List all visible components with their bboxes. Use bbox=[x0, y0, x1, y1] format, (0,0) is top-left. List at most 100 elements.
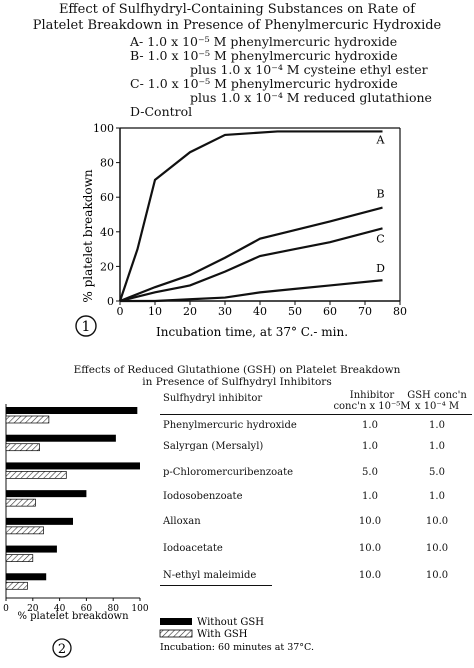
table-cell-gsh-conc: 10.0 bbox=[425, 570, 449, 581]
bar-chart: 0 20 40 60 80 100 % platelet breakdown 2 With… bbox=[3, 404, 314, 658]
bar-without-gsh bbox=[6, 462, 140, 470]
x-tick-label: 80 bbox=[393, 305, 407, 318]
x-tick-label: 40 bbox=[253, 305, 267, 318]
table-cell-inhibitor: N-ethyl maleimide bbox=[163, 570, 257, 581]
series-label-b: B bbox=[376, 188, 384, 201]
bar-x-tick-label: 100 bbox=[131, 604, 148, 614]
x-tick-label: 70 bbox=[358, 305, 372, 318]
figure2-title: Effects of Reduced Glutathione (GSH) on … bbox=[0, 364, 474, 388]
bar-with-gsh bbox=[5, 526, 44, 535]
y-tick-label: 20 bbox=[100, 260, 114, 273]
table-cell-gsh-conc: 10.0 bbox=[425, 543, 449, 554]
x-tick-label: 30 bbox=[218, 305, 232, 318]
line-chart-series: A B C D bbox=[118, 130, 386, 303]
bar-with-gsh bbox=[5, 415, 50, 424]
table-header-gsh-conc: GSH conc'n x 10⁻⁴ M bbox=[402, 390, 472, 412]
table-bottom-rule bbox=[160, 585, 272, 586]
table-header-gsh-conc-line2: x 10⁻⁴ M bbox=[414, 401, 460, 412]
bar-without-gsh bbox=[6, 434, 116, 442]
series-line-b bbox=[119, 206, 383, 303]
bar-without-gsh bbox=[6, 407, 138, 414]
table-cell-inhibitor-conc: 10.0 bbox=[358, 570, 382, 581]
bar-chart-bars bbox=[5, 407, 140, 590]
bar-x-tick-label: 80 bbox=[107, 604, 119, 614]
figure1-title-line1: Effect of Sulfhydryl-Containing Substanc… bbox=[58, 2, 416, 17]
figure2-title-line1: Effects of Reduced Glutathione (GSH) on … bbox=[73, 364, 401, 376]
figure2-number: 2 bbox=[58, 642, 66, 657]
legend-c-cont: plus 1.0 x 10⁻⁴ M reduced glutathione bbox=[190, 90, 432, 105]
bar-with-gsh bbox=[5, 554, 34, 562]
table-cell-inhibitor-conc: 10.0 bbox=[358, 516, 382, 527]
table-cell-inhibitor-conc: 1.0 bbox=[362, 441, 378, 452]
x-tick-label: 60 bbox=[323, 305, 337, 318]
series-label-d: D bbox=[376, 262, 385, 275]
series-label-c: C bbox=[376, 232, 384, 245]
table-cell-inhibitor: Iodoacetate bbox=[163, 543, 223, 554]
table-cell-inhibitor: p-Chloromercuribenzoate bbox=[163, 467, 294, 478]
legend-a: A- 1.0 x 10⁻⁵ M phenylmercuric hydroxide bbox=[130, 34, 398, 49]
key-without-label: Without GSH bbox=[197, 617, 264, 628]
figure2-number-circle bbox=[52, 638, 72, 658]
legend-b-cont: plus 1.0 x 10⁻⁴ M cysteine ethyl ester bbox=[190, 62, 428, 77]
table-cell-inhibitor-conc: 1.0 bbox=[362, 491, 378, 502]
y-tick-label: 40 bbox=[100, 226, 114, 239]
table-cell-inhibitor: Salyrgan (Mersalyl) bbox=[163, 441, 264, 452]
table-cell-inhibitor: Phenylmercuric hydroxide bbox=[163, 420, 297, 431]
legend-b: B- 1.0 x 10⁻⁵ M phenylmercuric hydroxide bbox=[130, 48, 398, 63]
x-tick-label: 20 bbox=[183, 305, 197, 318]
y-tick-label: 0 bbox=[107, 295, 114, 308]
table-header-inhibitor-conc: Inhibitor conc'n x 10⁻⁵M bbox=[327, 390, 417, 412]
line-chart: 0 10 20 30 40 50 60 70 80 0 20 40 60 80 100 A B C D % pla… bbox=[75, 122, 407, 339]
bar-without-gsh bbox=[6, 517, 73, 525]
key-without-swatch bbox=[160, 618, 192, 625]
bar-x-tick-label: 0 bbox=[3, 604, 9, 614]
figure1-title: Effect of Sulfhydryl-Containing Substanc… bbox=[0, 2, 474, 34]
x-tick-label: 10 bbox=[148, 305, 162, 318]
y-tick-label: 100 bbox=[93, 122, 114, 135]
y-tick-label: 60 bbox=[100, 191, 114, 204]
bar-with-gsh bbox=[5, 471, 67, 479]
bar-x-tick-label: 60 bbox=[81, 604, 93, 614]
bar-without-gsh bbox=[6, 573, 47, 581]
table-cell-inhibitor: Iodosobenzoate bbox=[163, 491, 243, 502]
bar-without-gsh bbox=[6, 490, 87, 498]
key-with-swatch bbox=[159, 629, 193, 638]
bar-chart-x-label: % platelet breakdown bbox=[17, 611, 129, 622]
series-line-a bbox=[118, 130, 383, 302]
table-cell-inhibitor-conc: 10.0 bbox=[358, 543, 382, 554]
x-tick-label: 0 bbox=[117, 305, 124, 318]
x-tick-label: 50 bbox=[288, 305, 302, 318]
series-line-d bbox=[120, 279, 383, 303]
table-cell-gsh-conc: 1.0 bbox=[429, 441, 445, 452]
table-header-rule bbox=[160, 414, 472, 415]
table-header-gsh-conc-line1: GSH conc'n bbox=[407, 390, 467, 401]
series-line-c bbox=[119, 227, 383, 303]
figure1-number-circle bbox=[75, 315, 97, 337]
bar-with-gsh bbox=[5, 443, 40, 452]
table-cell-inhibitor-conc: 1.0 bbox=[362, 420, 378, 431]
table-cell-gsh-conc: 5.0 bbox=[429, 467, 445, 478]
x-axis-label: Incubation time, at 37° C.- min. bbox=[156, 325, 348, 339]
bar-without-gsh bbox=[6, 545, 57, 553]
table-cell-gsh-conc: 10.0 bbox=[425, 516, 449, 527]
table-header-inhibitor: Sulfhydryl inhibitor bbox=[163, 393, 263, 404]
legend-c: C- 1.0 x 10⁻⁵ M phenylmercuric hydroxide bbox=[130, 76, 398, 91]
line-chart-axes: 0 10 20 30 40 50 60 70 80 0 20 40 60 80 100 bbox=[93, 122, 407, 318]
y-axis-label: % platelet breakdown bbox=[81, 169, 95, 303]
table-cell-inhibitor-conc: 5.0 bbox=[362, 467, 378, 478]
incubation-note: Incubation: 60 minutes at 37°C. bbox=[160, 642, 314, 653]
legend-d: D-Control bbox=[130, 104, 193, 119]
table-cell-inhibitor: Alloxan bbox=[163, 516, 201, 527]
table-cell-gsh-conc: 1.0 bbox=[429, 491, 445, 502]
bar-x-tick-label: 40 bbox=[54, 604, 66, 614]
bar-with-gsh bbox=[5, 498, 36, 507]
table-cell-gsh-conc: 1.0 bbox=[429, 420, 445, 431]
figure1-number: 1 bbox=[82, 319, 91, 335]
figure1-title-line2: Platelet Breakdown in Presence of Phenyl… bbox=[32, 18, 442, 33]
series-label-a: A bbox=[376, 133, 386, 146]
y-tick-label: 80 bbox=[100, 157, 114, 170]
table-header-inhibitor-conc-line1: Inhibitor bbox=[349, 390, 395, 401]
key-with-label: With GSH bbox=[197, 629, 248, 640]
bar-x-tick-label: 20 bbox=[27, 604, 39, 614]
figure2-title-line2: in Presence of Sulfhydryl Inhibitors bbox=[142, 376, 332, 388]
